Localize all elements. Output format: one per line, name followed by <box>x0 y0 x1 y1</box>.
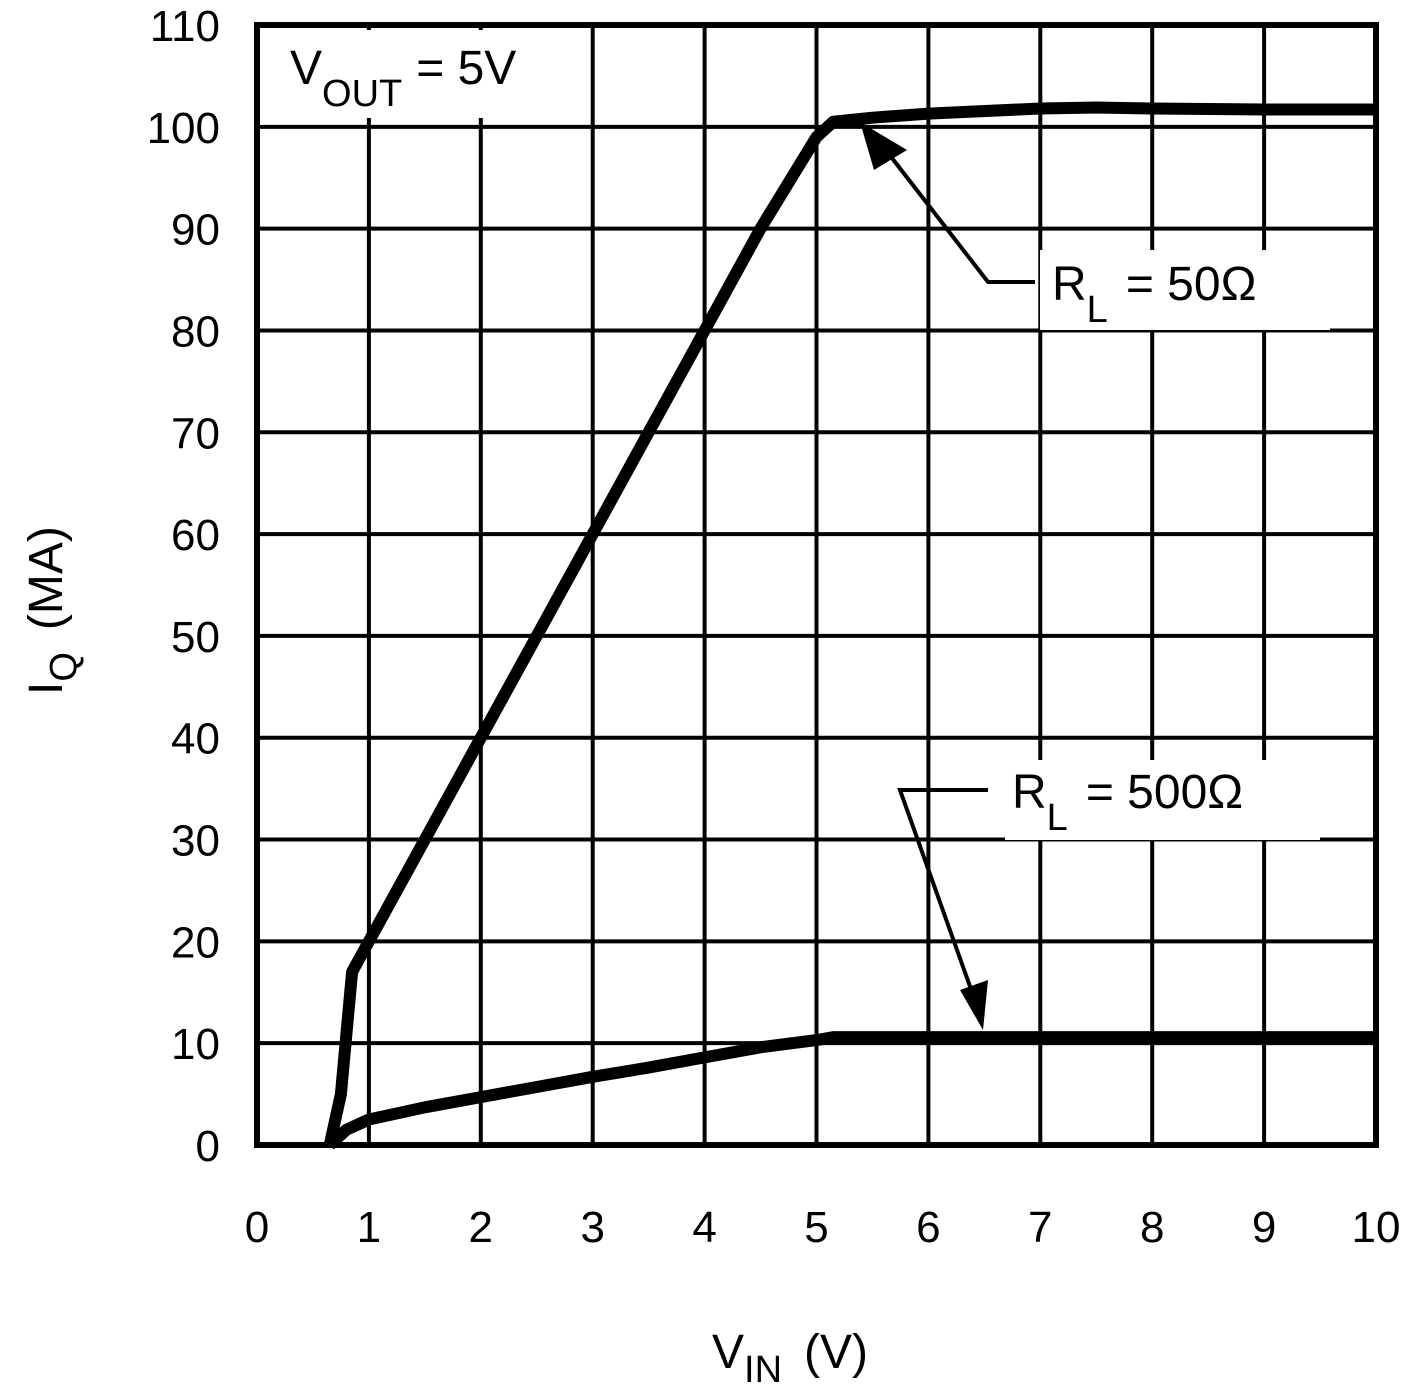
x-tick-label: 5 <box>804 1203 828 1252</box>
rl50-leader-line <box>876 138 1035 284</box>
x-tick-label: 6 <box>916 1203 940 1252</box>
x-tick-label: 7 <box>1028 1203 1052 1252</box>
x-axis-title-unit: (V) <box>804 1326 868 1379</box>
rl500-value: = 500Ω <box>1086 766 1243 819</box>
x-axis-title: VIN (V) <box>712 1326 868 1389</box>
rl50-subscript: L <box>1087 289 1108 331</box>
y-axis-title: IQ (MA) <box>20 526 85 695</box>
series-line-rl-500-ohm <box>325 1031 1376 1150</box>
rl500-main: R <box>1012 766 1047 819</box>
y-tick-label: 10 <box>171 1020 220 1069</box>
x-axis-title-main: V <box>712 1326 744 1379</box>
x-tick-label: 1 <box>357 1203 381 1252</box>
rl50-label-background <box>1040 250 1330 330</box>
y-tick-label: 50 <box>171 613 220 662</box>
series-line-rl-50-ohm <box>323 101 1376 1147</box>
rl500-arrowhead-icon <box>960 980 988 1030</box>
x-tick-label: 3 <box>580 1203 604 1252</box>
plot-frame <box>254 22 1379 1148</box>
x-tick-label: 0 <box>245 1203 269 1252</box>
y-tick-label: 20 <box>171 918 220 967</box>
y-tick-label: 40 <box>171 715 220 764</box>
y-tick-label: 60 <box>171 511 220 560</box>
y-axis-title-unit: (MA) <box>20 526 73 630</box>
y-tick-label: 70 <box>171 409 220 458</box>
rl50-value: = 50Ω <box>1126 258 1257 311</box>
vout-value: = 5V <box>416 42 516 95</box>
y-tick-label: 30 <box>171 817 220 866</box>
y-axis-title-main: I <box>20 682 73 695</box>
rl500-label-background <box>1005 760 1320 840</box>
rl50-arrowhead-icon <box>860 122 907 170</box>
x-tick-label: 8 <box>1140 1203 1164 1252</box>
vout-main: V <box>290 42 322 95</box>
x-tick-label: 9 <box>1252 1203 1276 1252</box>
rl500-leader-line <box>897 788 988 993</box>
rl500-subscript: L <box>1047 797 1068 839</box>
y-tick-label: 80 <box>171 307 220 356</box>
y-tick-label: 90 <box>171 206 220 255</box>
x-tick-label: 2 <box>469 1203 493 1252</box>
rl50-annotation: RL = 50Ω <box>1052 258 1256 331</box>
x-tick-label: 10 <box>1352 1203 1401 1252</box>
grid-lines <box>255 23 1378 1147</box>
x-axis-tick-labels: 0 1 2 3 4 5 6 7 8 9 10 <box>245 1203 1401 1252</box>
y-tick-label: 100 <box>147 104 220 153</box>
rl500-annotation: RL = 500Ω <box>1012 766 1243 839</box>
vout-label-background <box>280 30 580 118</box>
y-tick-label: 110 <box>150 2 220 51</box>
data-series <box>323 101 1376 1150</box>
vout-subscript: OUT <box>322 73 402 115</box>
vout-annotation: VOUT = 5V <box>290 42 516 115</box>
x-axis-title-subscript: IN <box>744 1349 782 1389</box>
y-tick-label: 0 <box>196 1122 220 1171</box>
rl50-main: R <box>1052 258 1087 311</box>
y-axis-tick-labels: 0 10 20 30 40 50 60 70 80 90 100 110 <box>147 2 220 1171</box>
x-tick-label: 4 <box>692 1203 716 1252</box>
y-axis-title-subscript: Q <box>43 652 85 682</box>
